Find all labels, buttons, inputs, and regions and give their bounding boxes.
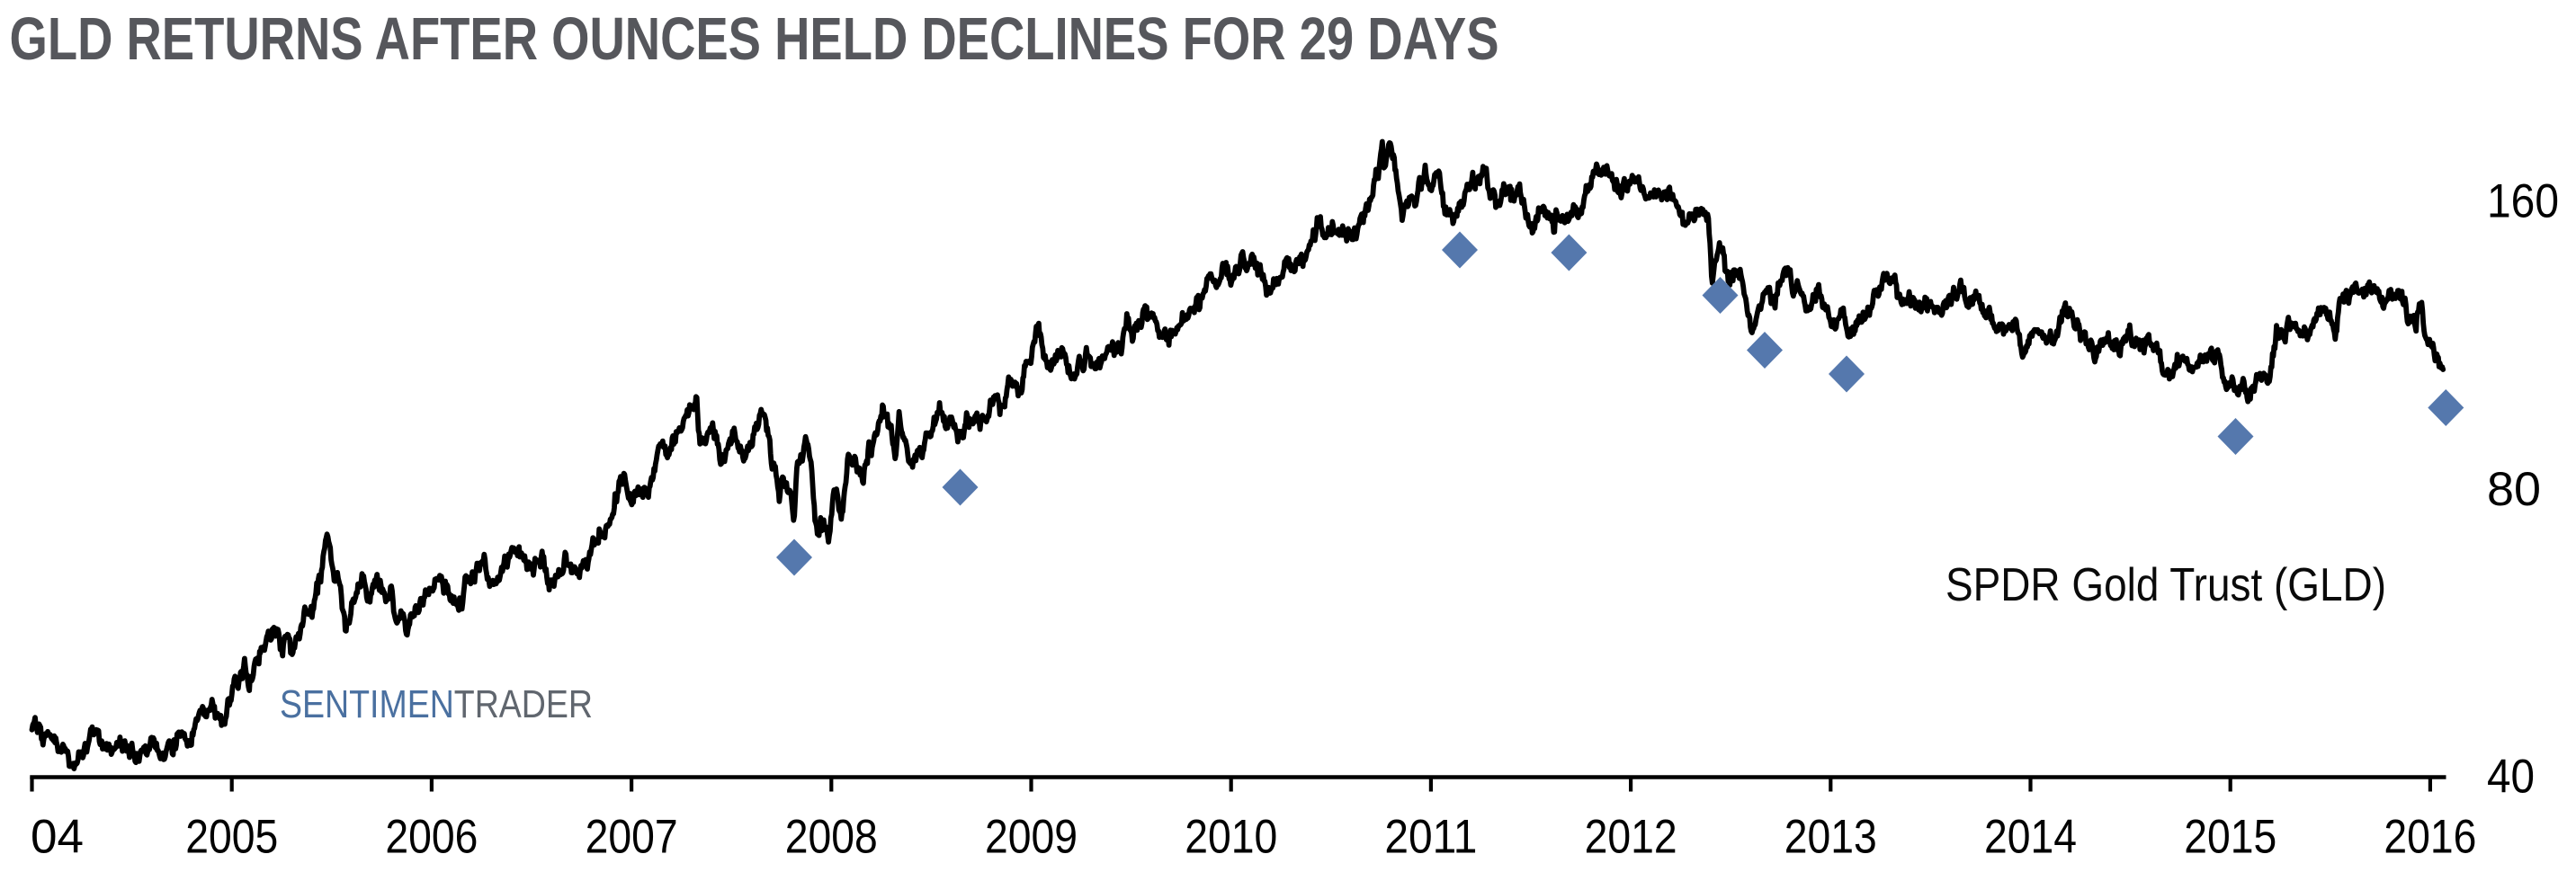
svg-text:2006: 2006 bbox=[385, 811, 478, 864]
svg-text:80: 80 bbox=[2487, 463, 2541, 516]
svg-text:2013: 2013 bbox=[1784, 811, 1877, 864]
svg-text:2005: 2005 bbox=[185, 811, 278, 864]
svg-text:2010: 2010 bbox=[1185, 811, 1277, 864]
svg-text:160: 160 bbox=[2487, 175, 2559, 228]
svg-text:2011: 2011 bbox=[1384, 811, 1477, 864]
svg-text:2007: 2007 bbox=[586, 811, 678, 864]
svg-text:40: 40 bbox=[2487, 750, 2535, 803]
svg-text:SPDR Gold Trust (GLD): SPDR Gold Trust (GLD) bbox=[1945, 559, 2386, 611]
svg-text:2014: 2014 bbox=[1984, 811, 2077, 864]
svg-text:2016: 2016 bbox=[2384, 811, 2476, 864]
svg-text:2015: 2015 bbox=[2184, 811, 2276, 864]
svg-text:GLD RETURNS AFTER OUNCES HELD: GLD RETURNS AFTER OUNCES HELD DECLINES F… bbox=[10, 5, 1499, 73]
svg-text:2012: 2012 bbox=[1585, 811, 1677, 864]
svg-text:SENTIMENTRADER: SENTIMENTRADER bbox=[280, 682, 593, 726]
svg-text:04: 04 bbox=[31, 811, 84, 864]
svg-text:2008: 2008 bbox=[785, 811, 878, 864]
svg-text:2009: 2009 bbox=[985, 811, 1078, 864]
